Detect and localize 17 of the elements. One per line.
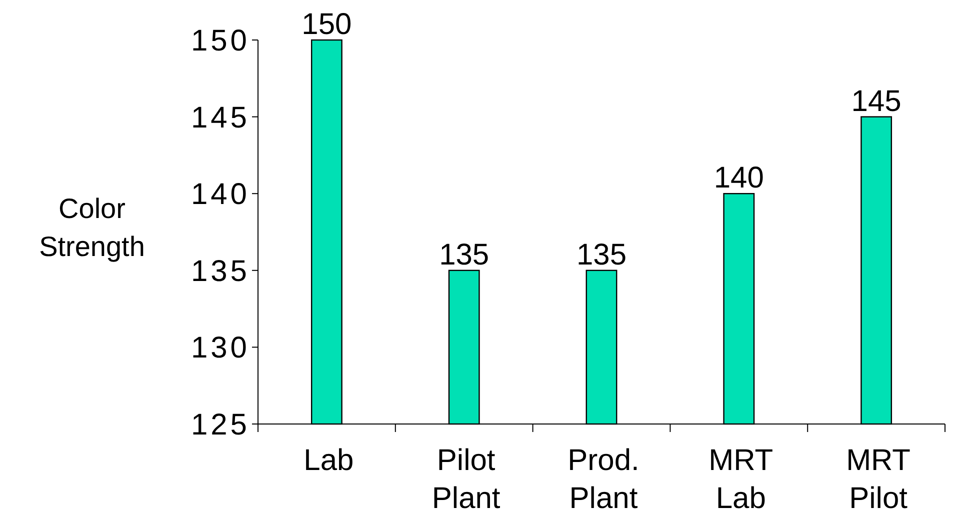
x-tick-label: Lab [304,444,354,477]
data-label: 145 [851,84,902,118]
x-tick-label: Pilot Plant [432,444,501,515]
y-tick-label: 130 [190,332,250,365]
y-tick-label: 125 [190,408,250,442]
data-label: 140 [714,162,764,195]
y-tick-label: 145 [190,101,250,134]
x-tick-label: MRT Lab [708,444,774,515]
data-label: 135 [439,238,490,272]
y-axis-title: Color Strength [39,193,145,262]
y-tick-label: 150 [190,24,250,58]
x-tick-label: Prod. Plant [568,444,640,515]
y-tick-label: 140 [190,178,250,212]
data-label: 150 [302,8,352,41]
y-tick-label: 135 [190,254,250,288]
data-label: 135 [576,238,627,272]
x-tick-label: MRT Pilot [846,444,911,515]
